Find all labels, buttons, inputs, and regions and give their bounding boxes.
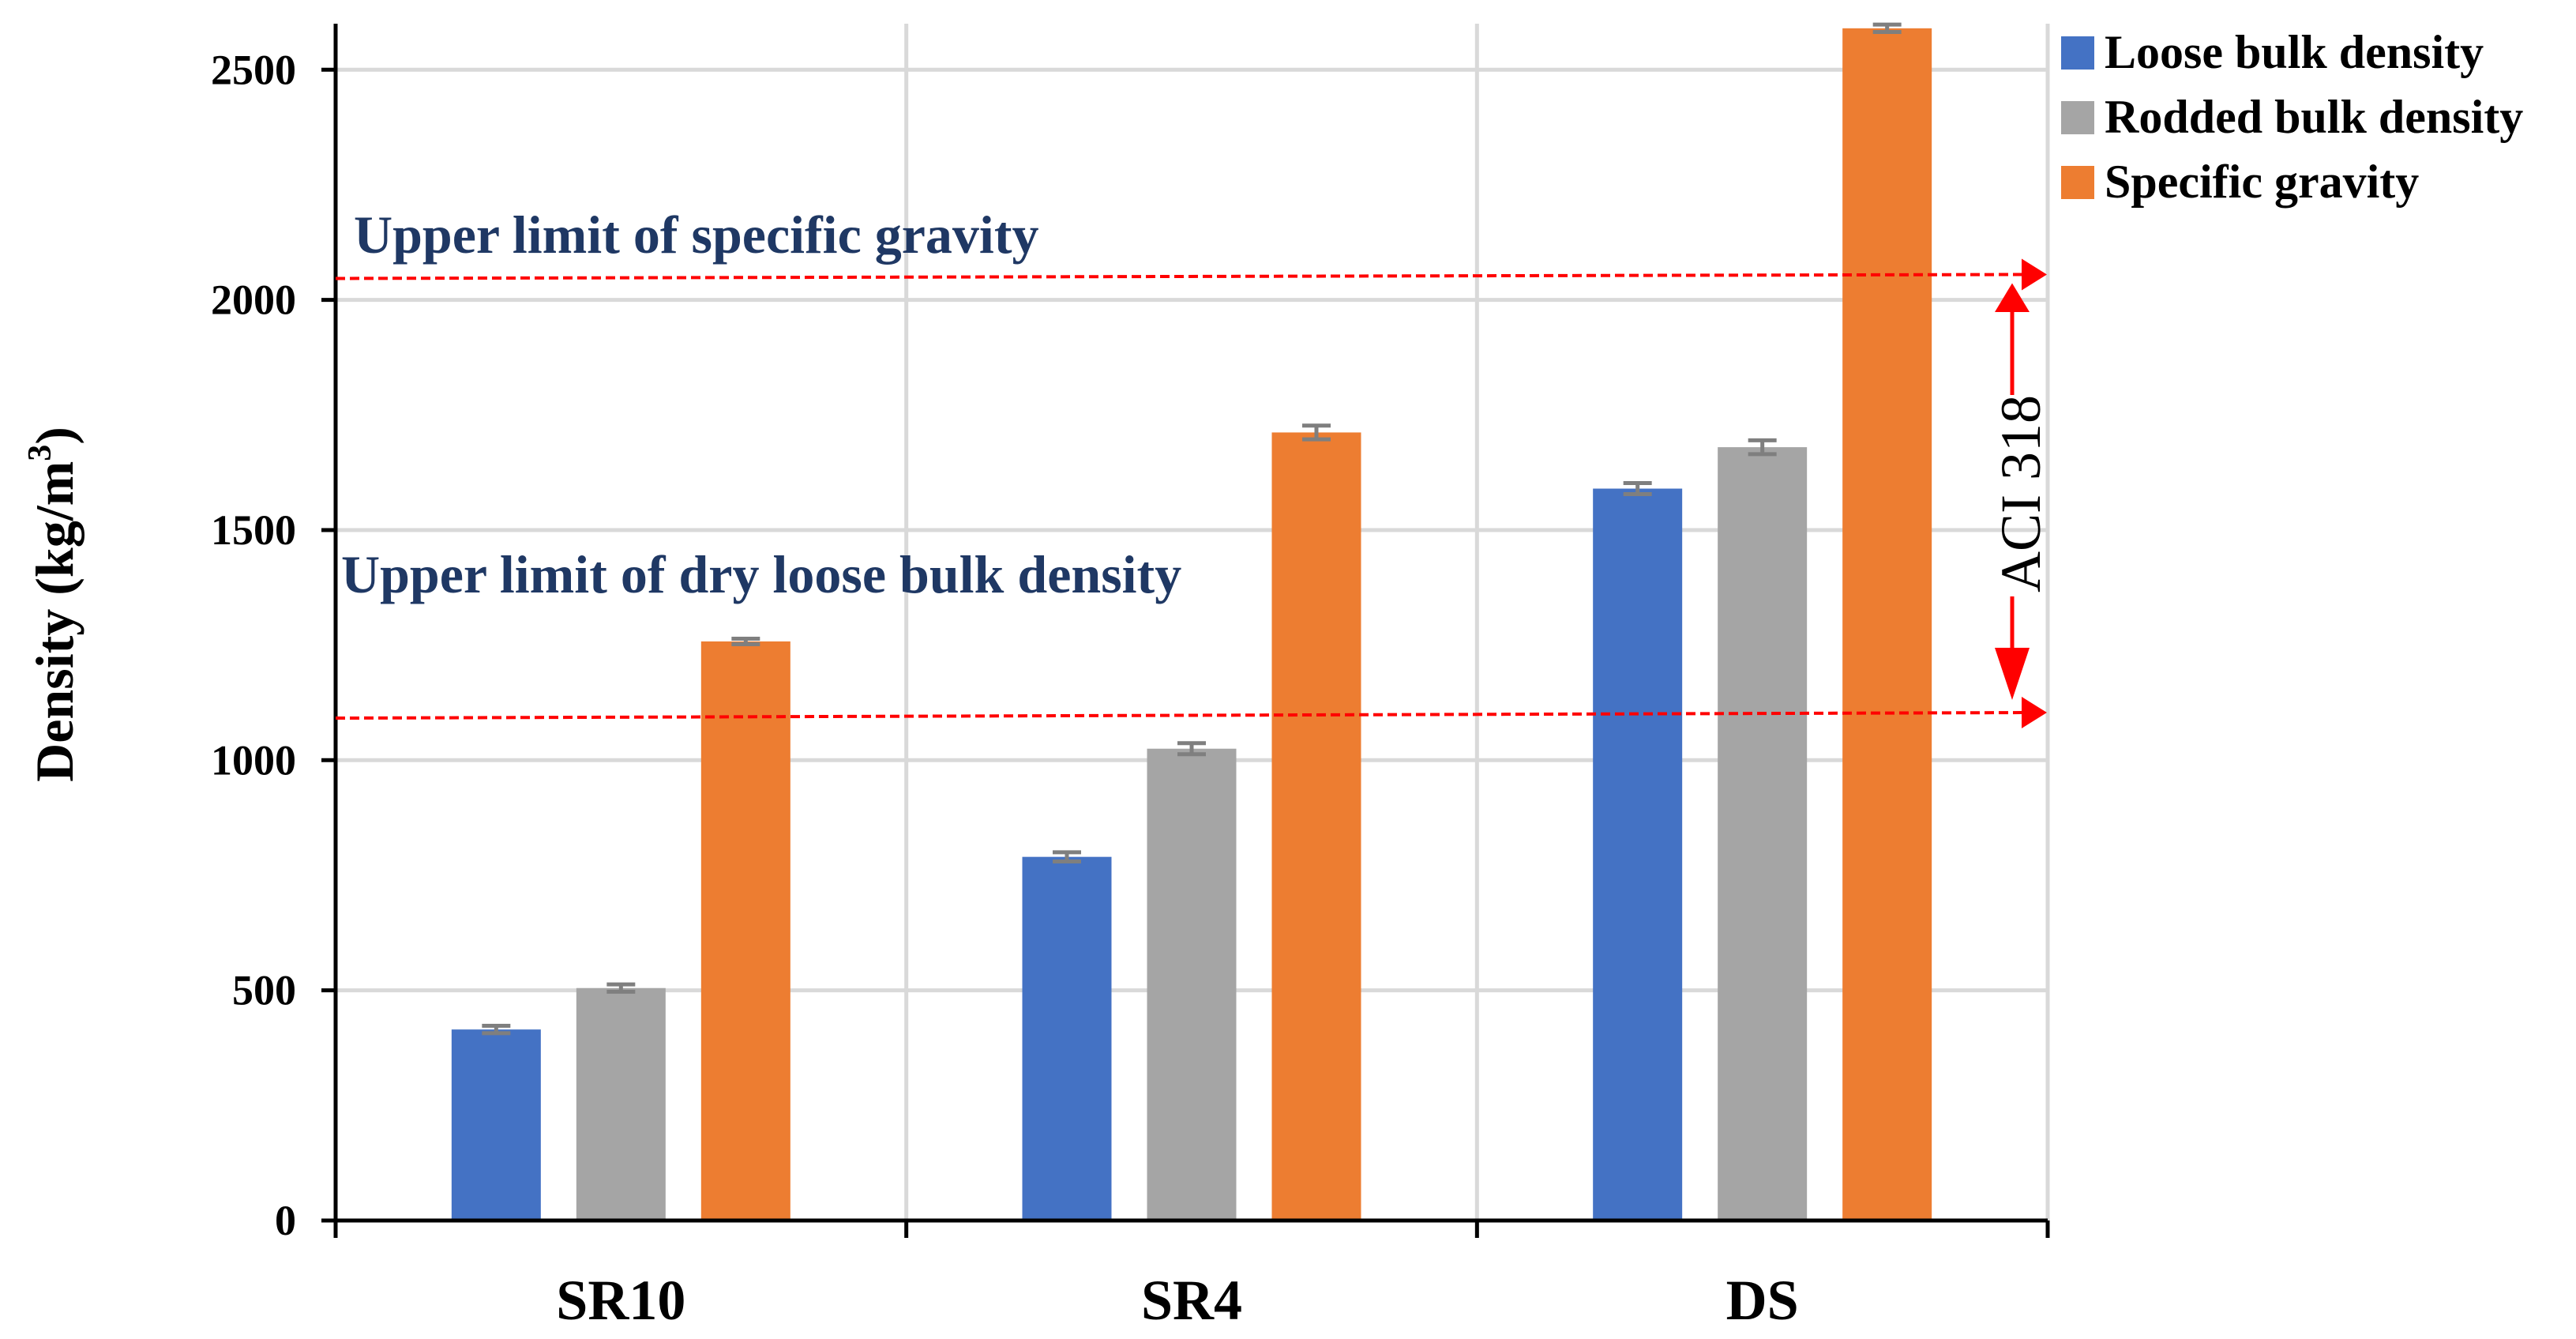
aci-arrow-down-head <box>1995 648 2030 701</box>
y-axis-label-main: Density (kg/m <box>24 461 84 782</box>
legend-swatch-loose-bulk-density <box>2061 36 2094 70</box>
y-axis-label: Density (kg/m3) <box>22 427 84 782</box>
y-tick-labels: 0 500 1000 1500 2000 2500 <box>211 46 336 1244</box>
error-bars <box>482 22 1902 1036</box>
y-axis-label-superscript: 3 <box>22 445 58 461</box>
legend-label-specific-gravity: Specific gravity <box>2105 156 2419 208</box>
bar-loose-bulk-density-sr10 <box>451 1029 541 1221</box>
loose-bulk-limit-label: Upper limit of dry loose bulk density <box>341 544 1181 604</box>
y-tick-label-1000: 1000 <box>211 736 296 784</box>
specific-gravity-limit-arrow <box>2022 258 2047 291</box>
bar-loose-bulk-density-ds <box>1593 488 1683 1221</box>
error-bar-loose-bulk-density-sr10 <box>482 1024 511 1036</box>
legend-label-rodded-bulk-density: Rodded bulk density <box>2105 91 2523 143</box>
loose-bulk-limit-line <box>335 711 2022 720</box>
y-tick-label-2000: 2000 <box>211 276 296 324</box>
y-tick-label-2500: 2500 <box>211 46 296 93</box>
aci-arrow-up-head <box>1995 283 2030 312</box>
axes <box>333 24 2050 1238</box>
legend-swatch-rodded-bulk-density <box>2061 101 2094 134</box>
bar-rodded-bulk-density-ds <box>1718 447 1808 1221</box>
error-bar-loose-bulk-density-sr4 <box>1053 850 1081 863</box>
loose-bulk-limit-arrow <box>2022 697 2047 729</box>
bar-specific-gravity-sr10 <box>700 641 790 1221</box>
legend: Loose bulk density Rodded bulk density Spe… <box>2061 26 2523 208</box>
legend-entry-loose-bulk-density: Loose bulk density <box>2061 26 2484 78</box>
legend-entry-rodded-bulk-density: Rodded bulk density <box>2061 91 2523 143</box>
legend-label-loose-bulk-density: Loose bulk density <box>2105 26 2484 78</box>
error-bar-specific-gravity-sr4 <box>1302 423 1331 442</box>
x-tick-label-ds: DS <box>1726 1269 1799 1332</box>
bar-rodded-bulk-density-sr4 <box>1147 748 1237 1221</box>
legend-swatch-specific-gravity <box>2061 166 2094 199</box>
y-tick-label-0: 0 <box>275 1197 296 1244</box>
y-axis-label-close: ) <box>24 427 84 445</box>
error-bar-rodded-bulk-density-ds <box>1748 438 1777 457</box>
x-tick-labels: SR10 SR4 DS <box>556 1269 1798 1332</box>
gridlines <box>336 24 2050 1221</box>
y-tick-label-500: 500 <box>232 967 296 1014</box>
error-bar-specific-gravity-sr10 <box>731 636 760 646</box>
legend-entry-specific-gravity: Specific gravity <box>2061 156 2419 208</box>
specific-gravity-limit-line <box>335 273 2022 280</box>
x-tick-label-sr4: SR4 <box>1141 1269 1242 1332</box>
bar-specific-gravity-ds <box>1842 28 1932 1221</box>
x-tick-label-sr10: SR10 <box>556 1269 685 1332</box>
aci-318-label: ACI 318 <box>1989 395 2052 592</box>
error-bar-rodded-bulk-density-sr10 <box>606 982 636 994</box>
error-bar-loose-bulk-density-ds <box>1623 481 1652 497</box>
reference-lines: Upper limit of specific gravity Upper lim… <box>335 205 2052 729</box>
error-bar-rodded-bulk-density-sr4 <box>1177 741 1206 757</box>
bar-rodded-bulk-density-sr10 <box>576 987 666 1221</box>
bar-specific-gravity-sr4 <box>1271 432 1361 1221</box>
y-tick-label-1500: 1500 <box>211 506 296 554</box>
specific-gravity-limit-label: Upper limit of specific gravity <box>354 205 1038 265</box>
error-bar-specific-gravity-ds <box>1872 22 1902 34</box>
bar-loose-bulk-density-sr4 <box>1022 856 1112 1221</box>
bars <box>451 28 1932 1221</box>
